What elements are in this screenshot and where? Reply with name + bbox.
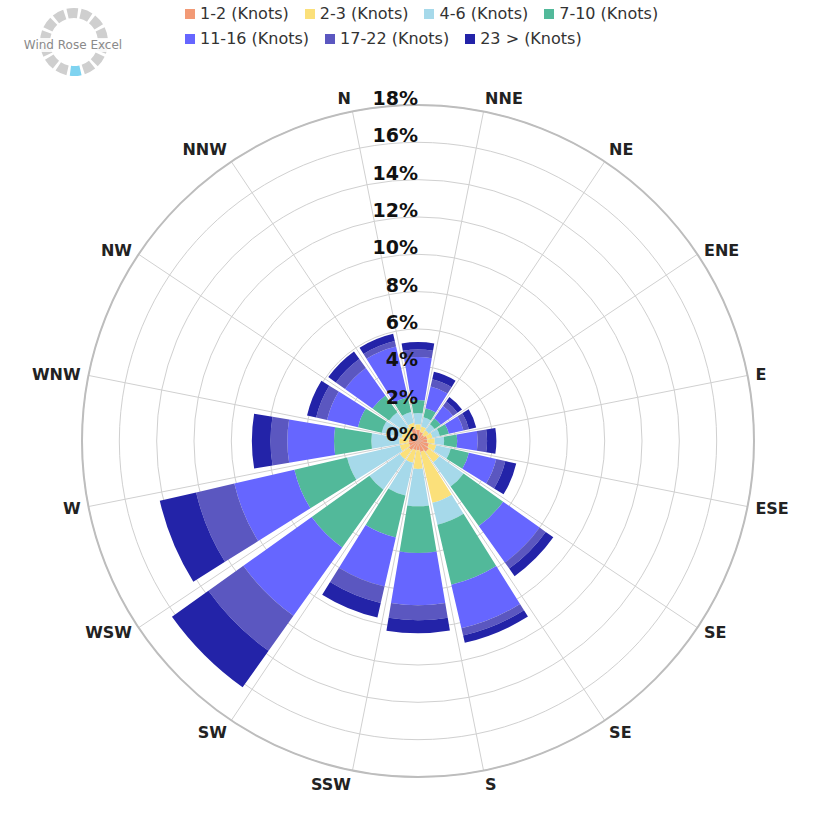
svg-text:W: W (63, 499, 81, 518)
svg-text:10%: 10% (373, 236, 418, 258)
html-text:4-6 (Knots): 4-6 (Knots) (439, 4, 529, 23)
svg-text:NNE: NNE (485, 89, 523, 108)
html-text:7-10 (Knots): 7-10 (Knots) (559, 4, 659, 23)
html-text:17-22 (Knots): 17-22 (Knots) (340, 29, 450, 48)
svg-text:NNW: NNW (182, 140, 227, 159)
svg-text:14%: 14% (373, 162, 418, 184)
svg-text:SSW: SSW (311, 775, 351, 794)
svg-text:WSW: WSW (85, 623, 132, 642)
svg-text:2%: 2% (386, 386, 418, 408)
svg-text:WNW: WNW (32, 365, 81, 384)
html-text:Wind Rose Excel: Wind Rose Excel (23, 38, 123, 52)
svg-text:ENE: ENE (704, 241, 739, 260)
svg-text:SE: SE (704, 623, 726, 642)
html-text:2-3 (Knots): 2-3 (Knots) (319, 4, 409, 23)
svg-text:ESE: ESE (755, 499, 788, 518)
svg-text:4%: 4% (386, 348, 418, 370)
svg-text:0%: 0% (386, 423, 418, 445)
svg-text:18%: 18% (373, 87, 418, 109)
svg-text:NW: NW (101, 241, 132, 260)
svg-text:NE: NE (609, 140, 633, 159)
svg-text:SE: SE (609, 723, 631, 742)
svg-text:16%: 16% (373, 124, 418, 146)
html-text:23 > (Knots): 23 > (Knots) (480, 29, 582, 48)
svg-text:6%: 6% (386, 311, 418, 333)
svg-text:8%: 8% (386, 274, 418, 296)
svg-text:S: S (485, 775, 497, 794)
svg-text:12%: 12% (373, 199, 418, 221)
svg-text:SW: SW (198, 723, 228, 742)
html-text:11-16 (Knots): 11-16 (Knots) (200, 29, 310, 48)
html-text:1-2 (Knots): 1-2 (Knots) (200, 4, 289, 23)
svg-text:N: N (337, 89, 350, 108)
svg-text:E: E (755, 365, 766, 384)
